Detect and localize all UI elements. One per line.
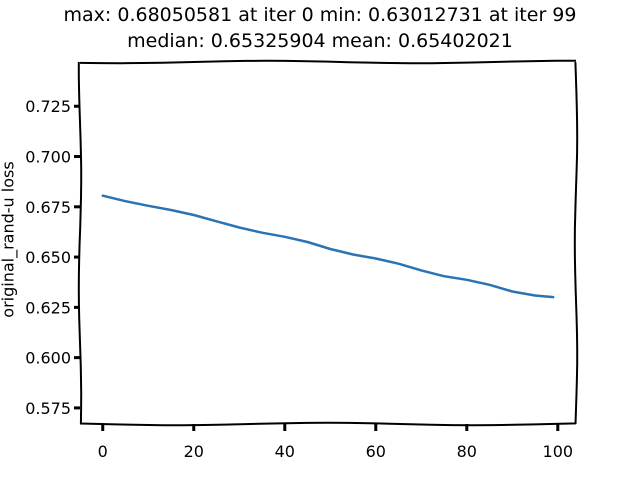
x-tick-label: 100 <box>543 442 574 461</box>
chart-title-line-1: max: 0.68050581 at iter 0 min: 0.6301273… <box>63 4 577 26</box>
y-tick-label: 0.675 <box>25 198 71 217</box>
series-layer <box>101 194 555 299</box>
y-tick-label: 0.600 <box>25 349 71 368</box>
y-tick-label: 0.625 <box>25 298 71 317</box>
y-axis-ticks: 0.575 0.600 0.625 0.650 0.675 0.700 0.725 <box>25 97 80 418</box>
x-tick-label: 60 <box>366 442 386 461</box>
x-axis-ticks: 0 20 40 60 80 100 <box>98 424 573 461</box>
plot-frame <box>77 59 579 427</box>
y-tick-label: 0.700 <box>25 148 71 167</box>
y-tick-label: 0.725 <box>25 97 71 116</box>
x-tick-label: 0 <box>98 442 108 461</box>
x-tick-label: 80 <box>457 442 477 461</box>
series-line-0 <box>101 194 555 299</box>
y-tick-label: 0.650 <box>25 248 71 267</box>
y-tick-label: 0.575 <box>25 399 71 418</box>
x-tick-label: 40 <box>275 442 295 461</box>
chart-title-line-2: median: 0.65325904 mean: 0.65402021 <box>127 30 513 52</box>
x-tick-label: 20 <box>184 442 204 461</box>
